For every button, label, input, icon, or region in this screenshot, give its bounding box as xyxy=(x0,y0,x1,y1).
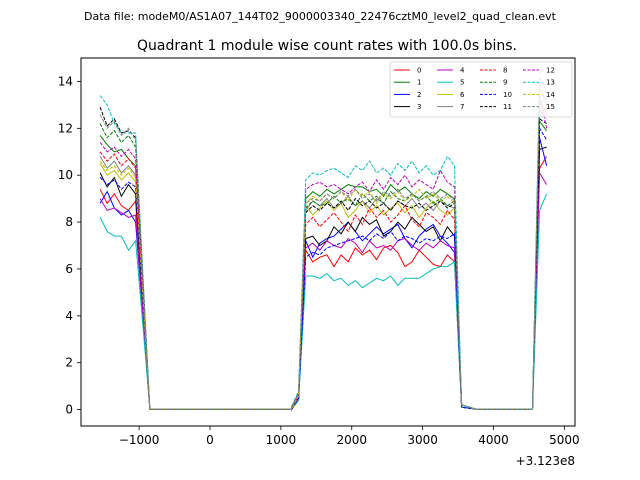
x-axis: −1000 0 1000 2000 3000 4000 5000 xyxy=(119,426,580,447)
x-tick-label: −1000 xyxy=(119,433,160,447)
y-tick-label: 4 xyxy=(65,309,73,323)
legend-label-13: 13 xyxy=(546,79,555,87)
legend-label-11: 11 xyxy=(503,103,512,111)
legend-label-15: 15 xyxy=(546,103,555,111)
y-axis: 0 2 4 6 8 10 12 14 xyxy=(58,74,81,417)
legend-label-6: 6 xyxy=(460,91,465,99)
series-line-12 xyxy=(99,95,548,410)
x-tick-label: 1000 xyxy=(266,433,297,447)
series-layer xyxy=(99,76,548,412)
y-tick-label: 10 xyxy=(58,168,73,182)
legend-label-10: 10 xyxy=(503,91,512,99)
legend-label-12: 12 xyxy=(546,67,555,75)
data-file-header: Data file: modeM0/AS1A07_144T02_90000033… xyxy=(84,10,557,23)
legend-label-14: 14 xyxy=(546,91,555,99)
y-tick-label: 8 xyxy=(65,215,73,229)
series-line-5 xyxy=(99,193,548,412)
legend-label-9: 9 xyxy=(503,79,507,87)
legend-label-0: 0 xyxy=(417,67,421,75)
legend-label-1: 1 xyxy=(417,79,421,87)
chart-title: Quadrant 1 module wise count rates with … xyxy=(137,38,517,54)
legend-box xyxy=(389,61,573,118)
legend-label-4: 4 xyxy=(460,67,465,75)
legend-label-3: 3 xyxy=(417,103,421,111)
x-tick-label: 5000 xyxy=(549,433,580,447)
y-tick-label: 14 xyxy=(58,74,73,88)
series-line-11 xyxy=(99,107,547,410)
legend-label-5: 5 xyxy=(460,79,464,87)
legend-label-2: 2 xyxy=(417,91,421,99)
legend-label-7: 7 xyxy=(460,103,464,111)
x-tick-label: 0 xyxy=(206,433,214,447)
y-tick-label: 2 xyxy=(65,356,73,370)
series-line-4 xyxy=(99,171,548,412)
y-tick-label: 0 xyxy=(65,403,73,417)
plot-frame xyxy=(80,57,576,427)
y-tick-label: 6 xyxy=(65,262,73,276)
y-tick-label: 12 xyxy=(58,121,73,135)
x-offset-text: +3.123e8 xyxy=(516,454,575,468)
series-line-14 xyxy=(99,89,548,410)
x-tick-label: 3000 xyxy=(407,433,438,447)
x-tick-label: 2000 xyxy=(336,433,367,447)
series-line-15 xyxy=(99,83,548,410)
x-tick-label: 4000 xyxy=(478,433,509,447)
legend-label-8: 8 xyxy=(503,67,507,75)
